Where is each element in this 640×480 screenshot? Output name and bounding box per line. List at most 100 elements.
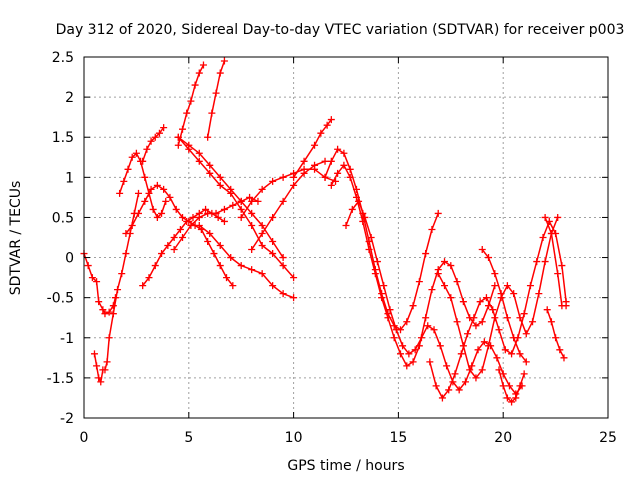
y-tick-label: -0.5 <box>47 291 74 307</box>
y-tick-label: -1.5 <box>47 371 74 387</box>
data-point <box>227 254 235 262</box>
data-point <box>491 314 499 322</box>
data-point <box>179 213 187 221</box>
data-point <box>541 258 549 266</box>
data-point <box>139 282 147 290</box>
data-point <box>497 290 505 298</box>
data-point <box>396 350 404 358</box>
data-point <box>516 314 524 322</box>
data-point <box>505 382 513 390</box>
data-point <box>95 374 103 382</box>
data-point <box>248 266 256 274</box>
data-point <box>84 262 92 270</box>
data-point <box>428 286 436 294</box>
data-point <box>443 362 451 370</box>
data-point <box>503 314 511 322</box>
series-line <box>141 127 165 162</box>
data-point <box>482 294 490 302</box>
data-point <box>461 378 469 386</box>
data-point <box>208 109 216 117</box>
data-point <box>535 290 543 298</box>
data-point <box>237 197 245 205</box>
series-line <box>198 224 294 299</box>
data-point <box>248 221 256 229</box>
data-point <box>334 145 342 153</box>
data-point <box>216 69 224 77</box>
data-point <box>105 334 113 342</box>
data-point <box>390 334 398 342</box>
data-point <box>441 258 449 266</box>
data-point <box>174 141 182 149</box>
data-point <box>179 125 187 133</box>
data-point <box>327 157 335 165</box>
series-track-20 <box>426 217 570 402</box>
data-point <box>147 185 155 193</box>
data-point <box>503 282 511 290</box>
x-tick-label: 20 <box>494 430 512 446</box>
data-point <box>248 246 256 254</box>
series-track-24 <box>541 213 570 310</box>
x-tick-label: 15 <box>389 430 407 446</box>
data-point <box>179 234 187 241</box>
data-point <box>170 234 178 241</box>
data-point <box>472 374 480 382</box>
data-point <box>480 338 488 346</box>
data-point <box>547 229 555 237</box>
data-point <box>269 238 277 246</box>
series-line <box>292 119 332 178</box>
data-point <box>508 398 516 406</box>
data-point <box>459 298 467 306</box>
series-line <box>330 164 496 367</box>
data-point <box>520 370 528 378</box>
series-track-12 <box>170 193 262 254</box>
data-point <box>422 250 430 258</box>
data-point <box>411 346 419 354</box>
series-track-3 <box>101 189 142 374</box>
data-point <box>216 181 224 189</box>
data-point <box>445 386 453 394</box>
data-point <box>457 350 465 358</box>
data-point <box>206 229 214 237</box>
data-point <box>210 250 218 258</box>
series-track-13 <box>195 221 298 302</box>
series-line <box>324 148 439 331</box>
data-point <box>101 366 109 374</box>
data-point <box>185 141 193 149</box>
data-point <box>392 326 400 334</box>
data-point <box>470 314 478 322</box>
data-point <box>367 234 375 241</box>
data-point <box>346 173 354 181</box>
data-point <box>269 282 277 290</box>
data-point <box>493 354 501 362</box>
data-point <box>558 262 566 270</box>
data-point <box>206 169 214 177</box>
data-point <box>560 354 568 362</box>
data-point <box>187 221 195 229</box>
data-point <box>434 209 442 217</box>
y-tick-label: -1 <box>60 331 74 347</box>
data-point <box>237 213 245 221</box>
data-point <box>206 161 214 169</box>
data-point <box>352 193 360 201</box>
data-point <box>229 282 237 290</box>
x-tick-label: 5 <box>184 430 193 446</box>
data-point <box>88 274 96 282</box>
data-point <box>300 169 308 177</box>
data-point <box>128 221 136 229</box>
data-point <box>195 149 203 157</box>
series-track-2 <box>90 350 107 386</box>
x-axis-title: GPS time / hours <box>287 458 404 474</box>
data-point <box>327 181 335 189</box>
data-point <box>195 157 203 165</box>
data-point <box>290 274 298 282</box>
data-point <box>417 334 425 342</box>
data-point <box>116 189 124 197</box>
data-point <box>491 270 499 278</box>
series-track-5 <box>122 181 237 290</box>
data-point <box>290 181 298 189</box>
data-point <box>526 282 534 290</box>
data-point <box>220 217 228 225</box>
data-point <box>183 109 191 117</box>
data-point <box>359 217 367 225</box>
